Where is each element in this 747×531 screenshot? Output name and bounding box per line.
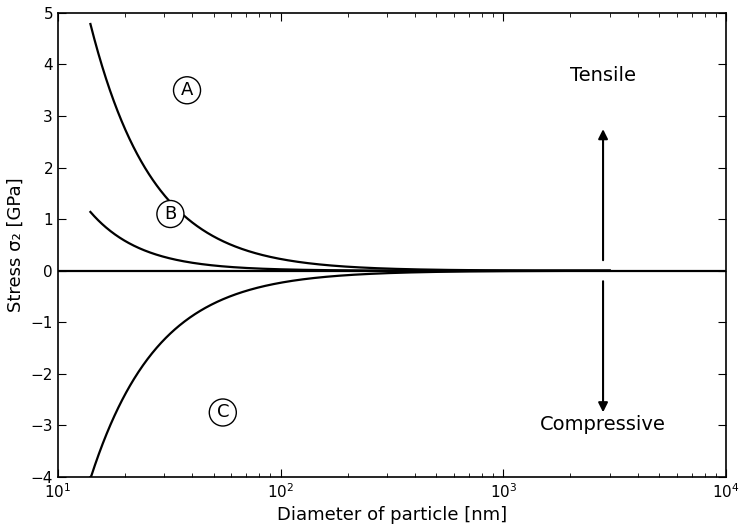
Text: B: B	[164, 205, 176, 223]
Y-axis label: Stress σ₂ [GPa]: Stress σ₂ [GPa]	[7, 178, 25, 312]
Text: Compressive: Compressive	[540, 415, 666, 434]
Text: Tensile: Tensile	[570, 66, 636, 85]
Text: C: C	[217, 404, 229, 422]
Text: A: A	[181, 81, 193, 99]
X-axis label: Diameter of particle [nm]: Diameter of particle [nm]	[277, 506, 507, 524]
